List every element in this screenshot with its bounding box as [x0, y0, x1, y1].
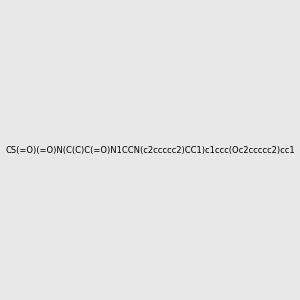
Text: CS(=O)(=O)N(C(C)C(=O)N1CCN(c2ccccc2)CC1)c1ccc(Oc2ccccc2)cc1: CS(=O)(=O)N(C(C)C(=O)N1CCN(c2ccccc2)CC1)…	[5, 146, 295, 154]
